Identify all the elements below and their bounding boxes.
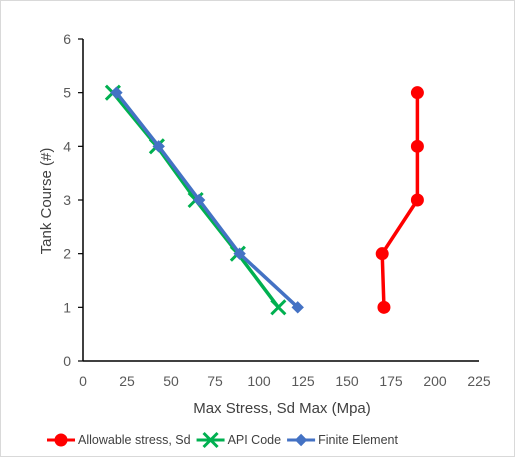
y-tick-label: 6 <box>63 31 71 47</box>
legend-label: Allowable stress, Sd <box>78 433 191 447</box>
data-point <box>110 86 123 99</box>
y-tick-label: 4 <box>63 138 71 154</box>
series-layer <box>104 84 424 316</box>
legend-item-allowable-stress-sd: Allowable stress, Sd <box>47 433 191 447</box>
y-tick-label: 2 <box>63 246 71 262</box>
y-tick-label: 0 <box>63 353 71 369</box>
data-point <box>410 86 424 100</box>
data-point <box>270 299 287 316</box>
legend-label: API Code <box>228 433 282 447</box>
x-tick-label: 50 <box>163 373 179 389</box>
legend-label: Finite Element <box>318 433 398 447</box>
legend-item-finite-element: Finite Element <box>287 433 399 447</box>
series-finite-element <box>110 86 304 314</box>
x-tick-label: 25 <box>119 373 135 389</box>
x-tick-label: 150 <box>335 373 359 389</box>
data-point <box>152 140 165 153</box>
data-point <box>410 139 424 153</box>
data-point <box>377 300 391 314</box>
legend-item-api-code: API Code <box>196 431 282 449</box>
x-tick-label: 225 <box>467 373 491 389</box>
series-allowable-stress-sd <box>375 86 424 314</box>
x-tick-label: 200 <box>423 373 447 389</box>
y-tick-label: 5 <box>63 85 71 101</box>
x-tick-label: 0 <box>79 373 87 389</box>
data-point <box>375 247 389 261</box>
data-point <box>233 247 246 260</box>
y-axis-title: Tank Course (#) <box>38 148 55 255</box>
data-point <box>202 431 219 449</box>
data-point <box>294 433 308 447</box>
data-point <box>410 193 424 207</box>
x-tick-label: 125 <box>291 373 315 389</box>
legend: Allowable stress, Sd API Code Finite Eleme… <box>47 431 399 449</box>
y-tick-label: 3 <box>63 192 71 208</box>
y-tick-label: 1 <box>63 299 71 315</box>
x-axis-title: Max Stress, Sd Max (Mpa) <box>193 400 371 417</box>
data-point <box>192 193 206 207</box>
tick-labels: 0 1 2 3 4 5 6 0 25 50 75 100 125 150 175 200 225 <box>63 31 491 389</box>
axes <box>78 38 479 362</box>
x-tick-label: 175 <box>379 373 403 389</box>
data-point <box>54 433 68 447</box>
data-point <box>291 301 304 314</box>
x-tick-label: 100 <box>247 373 271 389</box>
series-line <box>114 90 300 310</box>
x-tick-label: 75 <box>207 373 223 389</box>
